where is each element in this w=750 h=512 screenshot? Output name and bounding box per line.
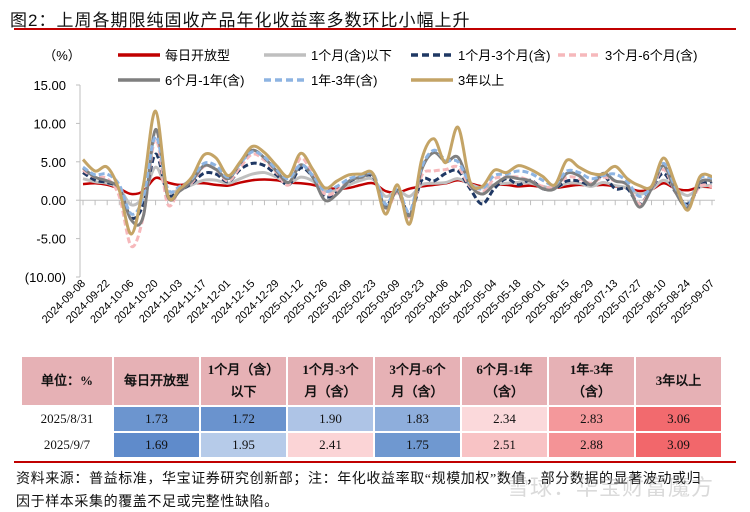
table-cell: 3.09 [636, 433, 721, 457]
series-line-4 [82, 128, 713, 227]
legend-label-6: 3年以上 [458, 73, 504, 88]
table-row: 2025/8/31 1.73 1.72 1.90 1.83 2.34 2.83 3.06 [22, 407, 721, 431]
row-label: 2025/9/7 [22, 433, 112, 457]
header-text: 以下 [230, 384, 257, 399]
figure-title: 图2：上周各期限纯固收产品年化收益率多数环比小幅上升 [10, 11, 471, 30]
header-text: 月（含） [304, 384, 357, 399]
watermark: 雪球：华宝财富魔方 [507, 476, 715, 501]
table-cell: 2.34 [462, 407, 547, 431]
legend-label-0: 每日开放型 [165, 48, 230, 63]
legend-label-4: 6个月-1年(含) [165, 73, 244, 88]
y-tick-label: 10.00 [33, 116, 66, 131]
legend-label-2: 1个月-3个月(含) [458, 48, 550, 63]
table-header: 每日开放型 [114, 357, 199, 405]
table-cell: 1.72 [201, 407, 286, 431]
table-cell: 1.73 [114, 407, 199, 431]
header-text: （含） [484, 384, 524, 399]
header-text: 1年-3年 [569, 362, 614, 377]
header-text: 3个月-6个 [389, 362, 446, 377]
footer-line-2: 因于样本采集的覆盖不足或完整性缺陷。 [16, 495, 279, 510]
table-cell: 1.90 [288, 407, 373, 431]
title-rule [14, 28, 736, 30]
table-cell: 1.95 [201, 433, 286, 457]
yield-table: 单位：% 每日开放型 1个月（含） 以下 1个月-3个 月（含） 3个月-6个 月（含） 6个月… [20, 355, 723, 459]
y-tick-label: 0.00 [41, 193, 66, 208]
header-text: 每日开放型 [123, 373, 189, 388]
y-tick-label: -5.00 [36, 232, 66, 247]
table-header: 单位：% [22, 357, 112, 405]
table-cell: 3.06 [636, 407, 721, 431]
legend-label-5: 1年-3年(含) [311, 73, 377, 88]
table-cell: 2.41 [288, 433, 373, 457]
table-header: 3年以上 [636, 357, 721, 405]
series-line-6 [81, 109, 713, 236]
header-text: （含） [571, 384, 611, 399]
table-row: 2025/9/7 1.69 1.95 2.41 1.75 2.51 2.88 3.09 [22, 433, 721, 457]
table-header: 6个月-1年 （含） [462, 357, 547, 405]
table-header: 3个月-6个 月（含） [375, 357, 460, 405]
table-cell: 1.83 [375, 407, 460, 431]
table-header: 1年-3年 （含） [549, 357, 634, 405]
header-text: 单位：% [40, 373, 93, 388]
footer-line-1: 资料来源：普益标准，华宝证券研究创新部；注：年化收益率取“规模加权”数值，部分数… [16, 472, 702, 487]
table-header: 1个月-3个 月（含） [288, 357, 373, 405]
legend-label-3: 3个月-6个月(含) [605, 48, 697, 63]
legend-label-1: 1个月(含)以下 [311, 48, 392, 63]
table-cell: 1.75 [375, 433, 460, 457]
table-rule [14, 461, 736, 463]
y-axis-label: （%） [43, 48, 81, 63]
table-cell: 1.69 [114, 433, 199, 457]
y-tick-label: 15.00 [33, 78, 66, 93]
line-chart: （%）15.0010.005.000.00-5.00(10.00)2024-09… [25, 48, 717, 326]
y-tick-label: 5.00 [41, 155, 66, 170]
row-label: 2025/8/31 [22, 407, 112, 431]
y-tick-label: (10.00) [25, 270, 66, 285]
header-text: 3年以上 [655, 373, 702, 388]
header-text: 6个月-1年 [476, 362, 533, 377]
table-header: 1个月（含） 以下 [201, 357, 286, 405]
table-cell: 2.51 [462, 433, 547, 457]
header-text: 月（含） [391, 384, 444, 399]
table-cell: 2.83 [549, 407, 634, 431]
table-cell: 2.88 [549, 433, 634, 457]
header-text: 1个月-3个 [302, 362, 359, 377]
header-text: 1个月（含） [207, 362, 280, 377]
